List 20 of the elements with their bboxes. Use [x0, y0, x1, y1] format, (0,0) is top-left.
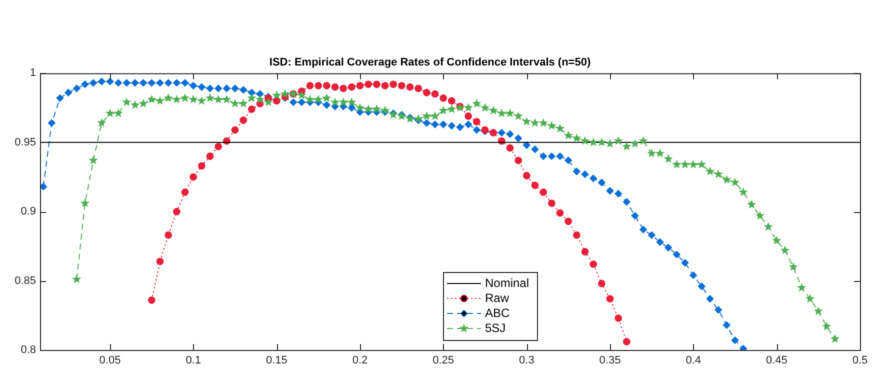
legend-label: 5SJ: [484, 320, 506, 335]
x-tick-label: 0.35: [599, 354, 621, 367]
y-tick-label: 0.9: [20, 206, 36, 218]
x-tick-label: 0.5: [852, 354, 868, 367]
x-tick-label: 0.05: [99, 354, 121, 367]
y-tick-label: 0.95: [14, 136, 36, 148]
chart-title: ISD: Empirical Coverage Rates of Confidence Intervals (n=50): [269, 56, 591, 69]
x-tick-label: 0.25: [432, 354, 454, 367]
x-tick-label: 0.15: [266, 354, 288, 367]
y-tick-label: 0.85: [14, 274, 36, 287]
y-tick-label: 1: [30, 67, 36, 80]
legend-label: Nominal: [484, 276, 530, 290]
x-tick-label: 0.45: [766, 354, 788, 367]
y-tick-label: 0.8: [20, 344, 36, 356]
x-tick-label: 0.4: [686, 354, 701, 367]
x-tick-label: 0.1: [186, 354, 201, 367]
x-tick-label: 0.3: [519, 354, 534, 367]
x-tick-label: 0.2: [352, 354, 368, 367]
legend-label: Raw: [484, 290, 510, 305]
legend-label: ABC: [484, 306, 510, 320]
